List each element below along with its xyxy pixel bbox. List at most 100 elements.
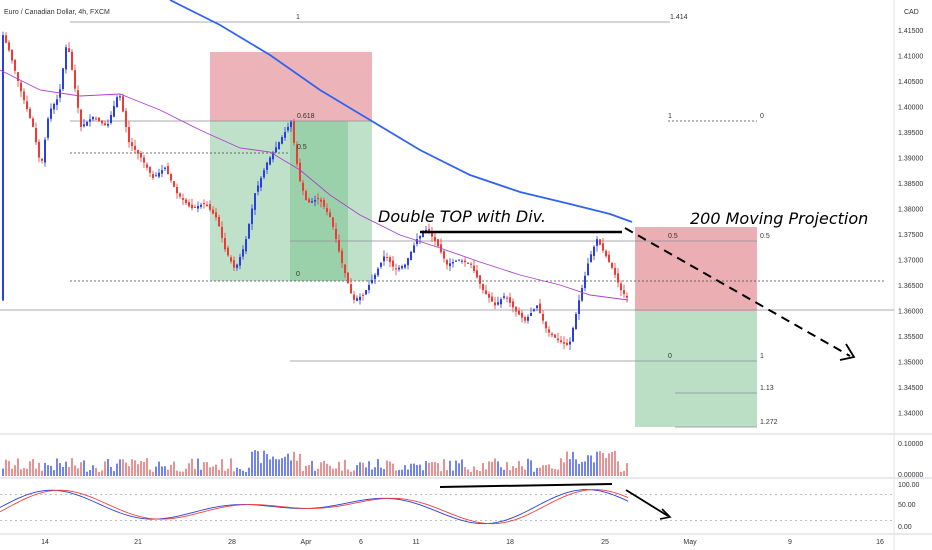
volume-bar [590,455,592,476]
candle-body [428,229,430,232]
volume-bar [584,461,586,476]
volume-bar [572,451,574,476]
volume-bar [560,458,562,476]
candle-body [11,49,13,61]
candle-body [263,170,265,178]
volume-bar [209,467,211,476]
annotation-double-top: Double TOP with Div. [378,207,546,226]
volume-bar [41,470,43,476]
candle-body [422,232,424,238]
candle-body [104,123,106,126]
volume-bar [575,459,577,476]
volume-bar [23,468,25,476]
fib-levels [0,21,894,428]
volume-bar [380,467,382,476]
candle-body [500,299,502,305]
volume-bar [476,469,478,476]
volume-bar [200,469,202,476]
fib-label: 1.272 [760,419,778,426]
volume-bar [296,460,298,476]
candle-body [401,266,403,269]
candle-body [95,118,97,120]
candle-body [32,118,34,127]
candle-body [278,142,280,150]
candle-body [182,197,184,200]
volume-bar [56,458,58,476]
volume-bar [596,451,598,476]
volume-bar [521,466,523,476]
candle-body [233,260,235,268]
candle-body [590,254,592,263]
candle-body [404,264,406,268]
volume-bar [404,465,406,476]
volume-bar [176,470,178,476]
volume-bar [68,466,70,476]
volume-bar [71,458,73,476]
volume-bar [581,461,583,476]
price-tick-label: 1.39000 [898,156,923,163]
price-tick-label: 1.39500 [898,130,923,137]
volume-bar [386,460,388,476]
volume-bar [413,463,415,476]
candle-body [473,265,475,271]
candle-body [68,48,70,53]
candle-body [290,121,292,128]
price-tick-label: 1.40500 [898,79,923,86]
volume-bar [95,467,97,476]
volume-bar [359,462,361,476]
candle-body [269,157,271,165]
candle-body [167,166,169,175]
candle-body [140,153,142,158]
short-zone-upper [210,52,372,121]
candle-body [398,267,400,270]
volume-bar [38,462,40,476]
candle-body [596,239,598,246]
stoch-down-arrow [625,489,669,517]
price-tick-label: 1.37000 [898,258,923,265]
candle-body [587,263,589,276]
time-tick-label: 18 [506,539,514,546]
candle-body [98,117,100,122]
time-axis: 14 21 28 Apr 6 11 18 25 May 9 16 [41,539,884,546]
volume-bar [116,463,118,476]
candle-body [344,264,346,274]
volume-bar [335,468,337,476]
candle-body [299,162,301,182]
candle-body [467,262,469,264]
candle-body [353,294,355,300]
candle-body [488,293,490,298]
volume-bar [194,469,196,476]
chart-title: Euro / Canadian Dollar, 4h, FXCM [4,9,110,16]
volume-bar [83,460,85,476]
candle-body [362,294,364,296]
candle-body [221,226,223,238]
volume-bar [224,470,226,476]
candle-body [365,290,367,295]
volume-bar [188,463,190,476]
candle-body [23,91,25,101]
candle-body [575,314,577,329]
fib-label: 1.13 [760,385,774,392]
volume-bar [347,469,349,476]
candle-body [296,144,298,164]
stochastic-lines [0,489,894,525]
candle-body [89,119,91,122]
volume-bar [257,451,259,476]
candle-body [137,150,139,154]
volume-bar [353,470,355,476]
price-tick-label: 1.34500 [898,385,923,392]
volume-bar [206,462,208,476]
price-tick-label: 1.41000 [898,54,923,61]
volume-bar [179,471,181,476]
candle-body [389,257,391,263]
volume-bar [482,463,484,476]
volume-bar [89,469,91,476]
candle-body [323,200,325,207]
time-tick-label: 16 [876,539,884,546]
volume-bar [524,469,526,476]
volume-bar [530,460,532,476]
volume-bar [377,459,379,476]
volume-bar [542,465,544,476]
volume-bar [173,461,175,476]
volume-bar [152,471,154,476]
